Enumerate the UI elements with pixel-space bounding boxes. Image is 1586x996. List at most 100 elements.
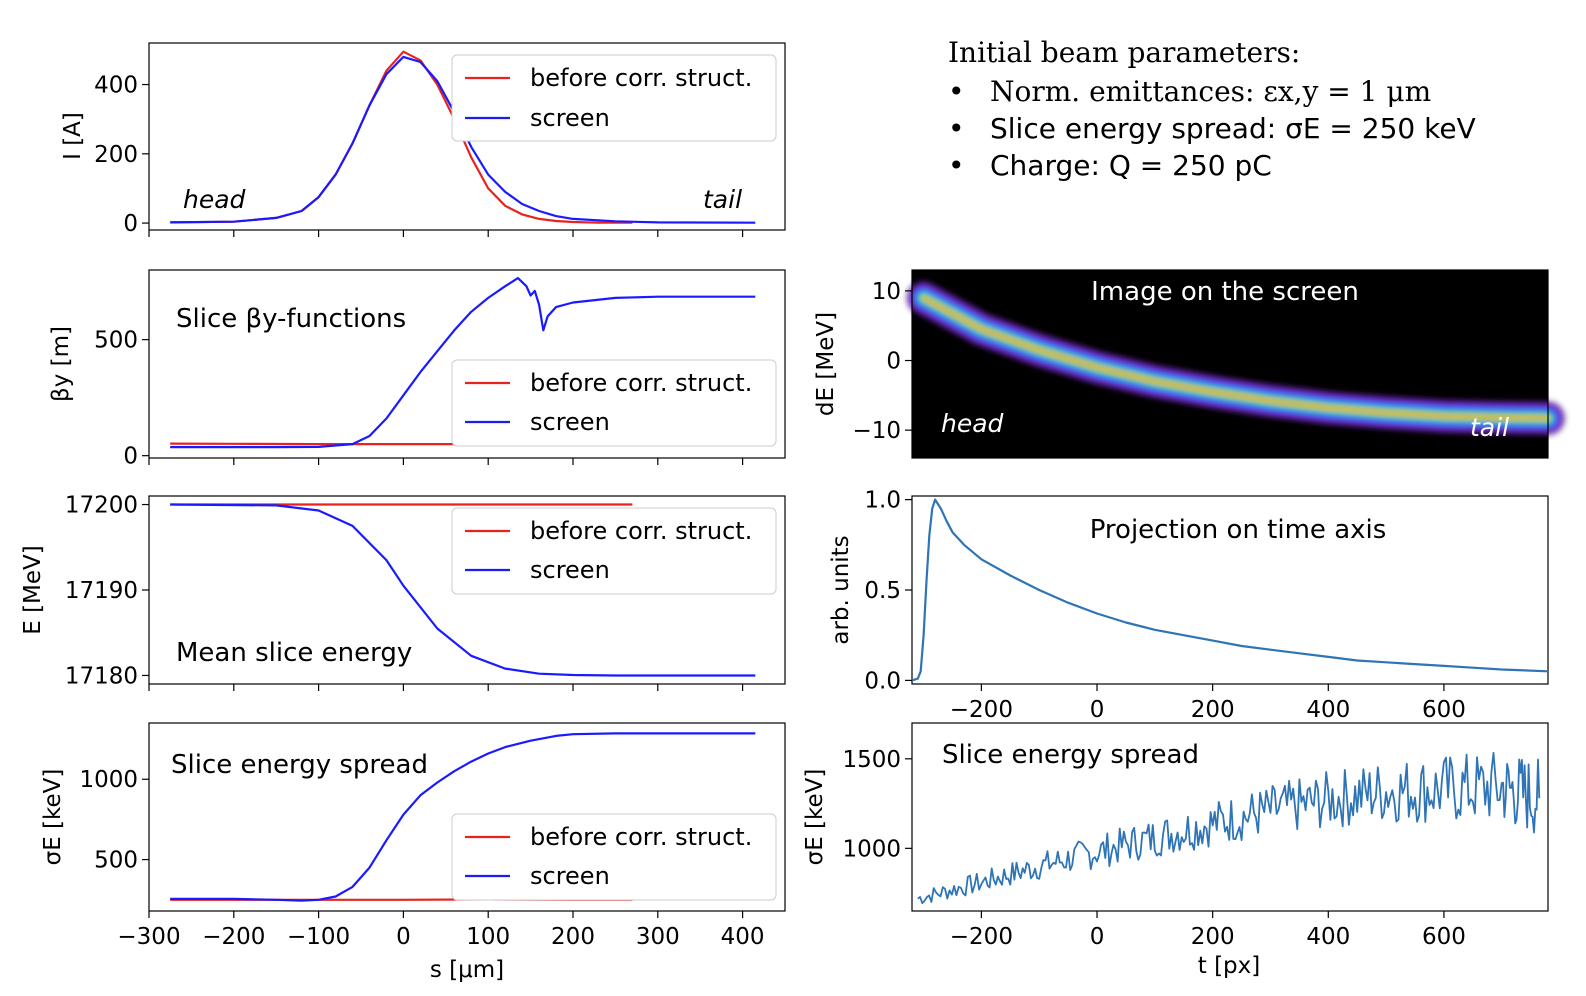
current-legend-screen: screen [530,104,610,132]
energy-ylabel: E [MeV] [20,545,46,635]
espread-xticks: −300 −200 −100 0 100 200 300 400 [117,911,765,950]
current-axes-frame [148,42,786,231]
current-tail-label: tail [703,185,742,214]
espread-panel: 500 1000 −300 −200 −100 0 100 200 300 400 σE [ke… [40,722,786,983]
espread-axes-frame [148,722,786,912]
energy-ytick-label: 17200 [65,493,138,519]
beta-panel: 0 500 βy [m] Slice βy-functions before co… [48,269,786,470]
espread-xtick-label: 400 [721,924,765,950]
projection-xtick-label: 400 [1306,697,1350,723]
beta-legend-before: before corr. struct. [530,369,752,397]
energy-ytick-label: 17190 [65,578,138,604]
projection-series-screen [911,498,1549,682]
meas-espread-xtick-label: 600 [1422,924,1466,950]
energy-legend-screen: screen [530,556,610,584]
energy-title: Mean slice energy [176,638,412,668]
screen-image-head-label: head [941,409,1004,438]
meas-espread-xtick-label: 400 [1306,924,1350,950]
meas-espread-panel: 1000 1500 −200 0 200 400 600 Slice energy spr… [802,722,1549,979]
espread-xtick-label: −200 [202,924,265,950]
meas-espread-yticks: 1000 1500 [842,747,912,862]
projection-ylabel: arb. units [828,535,854,644]
espread-xtick-label: −300 [117,924,180,950]
screen-image-ytick-label: 0 [886,349,901,375]
beta-ytick-label: 500 [94,328,138,354]
energy-yticks: 17180 17190 17200 [65,493,149,689]
screen-image-beam [906,280,1565,436]
projection-ytick-label: 1.0 [864,488,901,514]
energy-legend: before corr. struct. screen [451,507,777,595]
energy-series-screen [170,503,756,677]
espread-legend-screen: screen [530,862,610,890]
espread-xtick-label: 100 [466,924,510,950]
current-head-label: head [183,185,246,214]
current-yticks: 0 200 400 [94,73,149,237]
projection-ytick-label: 0.5 [864,578,901,604]
beta-title: Slice βy-functions [176,304,406,334]
energy-ytick-label: 17180 [65,663,138,689]
initial-parameters-title: Initial beam parameters: [948,36,1301,69]
projection-xtick-label: 200 [1191,697,1235,723]
espread-ytick-label: 1000 [79,767,138,793]
parameter-energy-spread-label: Slice energy spread: [990,112,1277,145]
meas-espread-xtick-label: 200 [1191,924,1235,950]
espread-ylabel: σE [keV] [40,769,66,866]
meas-espread-ylabel: σE [keV] [802,769,828,866]
current-legend-box [451,54,777,142]
screen-image-ytick-label: 10 [872,279,901,305]
meas-espread-ytick-label: 1000 [842,836,901,862]
screen-image-axes-frame [911,269,1549,459]
screen-image-panel: −10 0 10 Image on the screen head tail dE … [813,269,1565,459]
energy-lines [148,503,756,691]
beta-yticks: 0 500 [94,328,149,470]
projection-xtick-label: 600 [1422,697,1466,723]
projection-panel: 0.0 0.5 1.0 −200 0 200 400 600 Projection on t… [828,488,1549,723]
initial-parameters-box: Initial beam parameters: • Norm. emittanc… [948,36,1476,186]
current-legend: before corr. struct. screen [451,54,777,142]
projection-xtick-label: 0 [1090,697,1105,723]
espread-title: Slice energy spread [171,750,428,780]
espread-yticks: 500 1000 [79,767,149,874]
current-ylabel: I [A] [60,112,86,160]
beta-legend: before corr. struct. screen [451,359,777,447]
current-panel: 0 200 400 I [A] head tail before corr. str… [60,42,786,237]
projection-lines [911,498,1549,682]
energy-legend-box [451,507,777,595]
energy-legend-before: before corr. struct. [530,517,752,545]
espread-legend-box [451,813,777,901]
parameter-charge: • Charge: Q = 250 pC [948,149,1272,182]
projection-ytick-label: 0.0 [864,668,901,694]
espread-xtick-label: −100 [287,924,350,950]
espread-series-screen [170,732,756,902]
parameter-charge-value: Q = 250 pC [1108,149,1272,182]
current-lines [148,50,756,237]
parameter-emittance: • Norm. emittances: εx,y = 1 μm [948,75,1432,108]
beta-ytick-label: 0 [123,444,138,470]
projection-yticks: 0.0 0.5 1.0 [864,488,912,694]
parameter-charge-label: Charge: [990,149,1100,182]
parameter-energy-spread: • Slice energy spread: σE = 250 keV [948,112,1476,145]
screen-image-tail-label: tail [1470,413,1509,442]
meas-espread-xtick-label: 0 [1090,924,1105,950]
initial-parameters-list: • Norm. emittances: εx,y = 1 μm • Slice en… [948,75,1476,182]
meas-espread-lines [917,751,1541,905]
current-ytick-label: 400 [94,73,138,99]
meas-espread-series [917,751,1541,905]
meas-espread-xticks: −200 0 200 400 600 [950,911,1466,950]
screen-image-yticks: −10 0 10 [852,279,912,444]
meas-espread-xlabel: t [px] [1198,953,1261,979]
current-series-screen [170,55,756,224]
current-ytick-label: 200 [94,142,138,168]
projection-xticks: −200 0 200 400 600 [950,684,1466,723]
espread-xlabel: s [μm] [430,957,504,983]
espread-xtick-label: 200 [551,924,595,950]
parameter-energy-spread-value: σE = 250 keV [1285,112,1476,145]
espread-ytick-label: 500 [94,848,138,874]
espread-legend: before corr. struct. screen [451,813,777,901]
beta-legend-screen: screen [530,408,610,436]
beta-axes-frame [148,269,786,459]
meas-espread-xtick-label: −200 [950,924,1013,950]
parameter-emittance-label: Norm. emittances: [990,75,1255,108]
current-ytick-label: 0 [123,211,138,237]
